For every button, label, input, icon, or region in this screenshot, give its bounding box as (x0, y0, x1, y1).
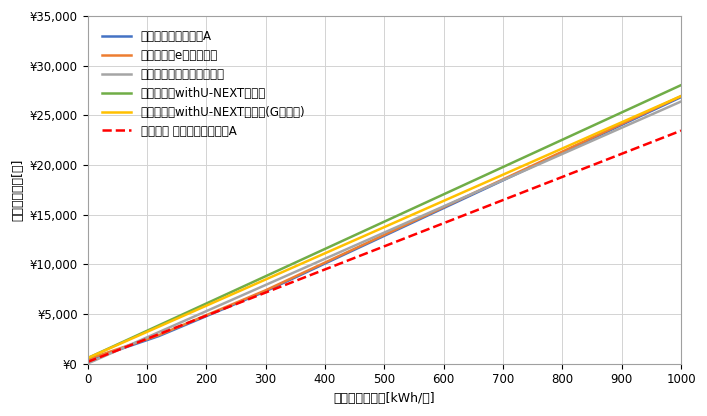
関西電力　eお得プラン (677, 94, 685, 99)
関西電料　withU-NEXTでんき(Gセット) (83, 356, 92, 361)
関西電力　なっトくでんき (300, 265, 308, 270)
X-axis label: 月間電力使用量[kWh/月]: 月間電力使用量[kWh/月] (334, 392, 435, 405)
関西電力　なっトくでんき (332, 251, 341, 256)
関西電力　なっトくでんき (86, 360, 95, 365)
近畩電力 ファミリー割電灭A (86, 358, 95, 363)
関西電料　withU-NEXTでんき(Gセット) (136, 332, 145, 337)
近畩電力 ファミリー割電灭A (83, 359, 92, 364)
近畩電力 ファミリー割電灭A (626, 148, 635, 153)
関西電力　従量電灭A (136, 339, 145, 344)
Line: 関西電力　従量電灭A: 関西電力 従量電灭A (88, 97, 681, 360)
Line: 近畩電力 ファミリー割電灭A: 近畩電力 ファミリー割電灭A (88, 131, 681, 362)
関西電料　withU-NEXTでんき(Gセット) (626, 116, 635, 121)
Line: 関西電力　なっトくでんき: 関西電力 なっトくでんき (88, 102, 681, 364)
関西電料　withU-NEXTでんき(Gセット) (677, 94, 685, 99)
関西電力　なっトくでんき (677, 99, 685, 104)
関西電料　withU-NEXTでんき(Gセット) (300, 260, 308, 265)
関西電力　eお得プラン (332, 255, 341, 260)
関西電料　withU-NEXTでんき(Gセット) (404, 214, 412, 219)
関西電力　従量電灭A (677, 94, 685, 99)
関西電力　なっトくでんき (136, 337, 145, 342)
Y-axis label: 推定電力料金[円]: 推定電力料金[円] (11, 158, 24, 221)
関西電力　従量電灭A (83, 358, 92, 363)
関西電力　従量電灭A (404, 222, 412, 227)
関西電力　withU-NEXTでんき (404, 208, 412, 213)
関西電力　withU-NEXTでんき (83, 356, 92, 361)
近畩電力 ファミリー割電灭A (677, 128, 685, 133)
関西電力　eお得プラン (136, 339, 145, 344)
関西電力　なっトくでんき (626, 121, 635, 126)
近畩電力 ファミリー割電灭A (300, 275, 308, 280)
関西電力　なっトくでんき (404, 220, 412, 225)
関西電力　なっトくでんき (83, 361, 92, 366)
関西電力　従量電灭A (332, 255, 341, 260)
関西電力　withU-NEXTでんき (136, 331, 145, 336)
関西電力　withU-NEXTでんき (86, 354, 95, 359)
関西電力　eお得プラン (83, 357, 92, 362)
関西電力　eお得プラン (626, 117, 635, 122)
Line: 関西電力　withU-NEXTでんき: 関西電力 withU-NEXTでんき (88, 85, 681, 358)
Line: 関西電料　withU-NEXTでんき(Gセット): 関西電料 withU-NEXTでんき(Gセット) (88, 96, 681, 358)
関西電力　従量電灭A (300, 271, 308, 276)
関西電力　withU-NEXTでんき (300, 256, 308, 261)
近畩電力 ファミリー割電灭A (136, 339, 145, 344)
関西電力　従量電灭A (626, 118, 635, 123)
関西電力　eお得プラン (86, 356, 95, 361)
関西電力　withU-NEXTでんき (626, 106, 635, 111)
関西電料　withU-NEXTでんき(Gセット) (86, 354, 95, 359)
近畩電力 ファミリー割電灭A (332, 262, 341, 267)
関西電力　withU-NEXTでんき (332, 241, 341, 246)
関西電力　withU-NEXTでんき (677, 83, 685, 88)
近畩電力 ファミリー割電灭A (404, 235, 412, 240)
Line: 関西電力　eお得プラン: 関西電力 eお得プラン (88, 96, 681, 359)
関西電力　従量電灭A (86, 357, 95, 362)
関西電力　eお得プラン (300, 270, 308, 275)
関西電料　withU-NEXTでんき(Gセット) (332, 245, 341, 250)
関西電力　eお得プラン (404, 221, 412, 226)
Legend: 関西電力　従量電灭A, 関西電力　eお得プラン, 関西電力　なっトくでんき, 関西電力　withU-NEXTでんき, 関西電料　withU-NEXTでんき(Gセ: 関西電力 従量電灭A, 関西電力 eお得プラン, 関西電力 なっトくでんき, 関… (97, 25, 310, 143)
